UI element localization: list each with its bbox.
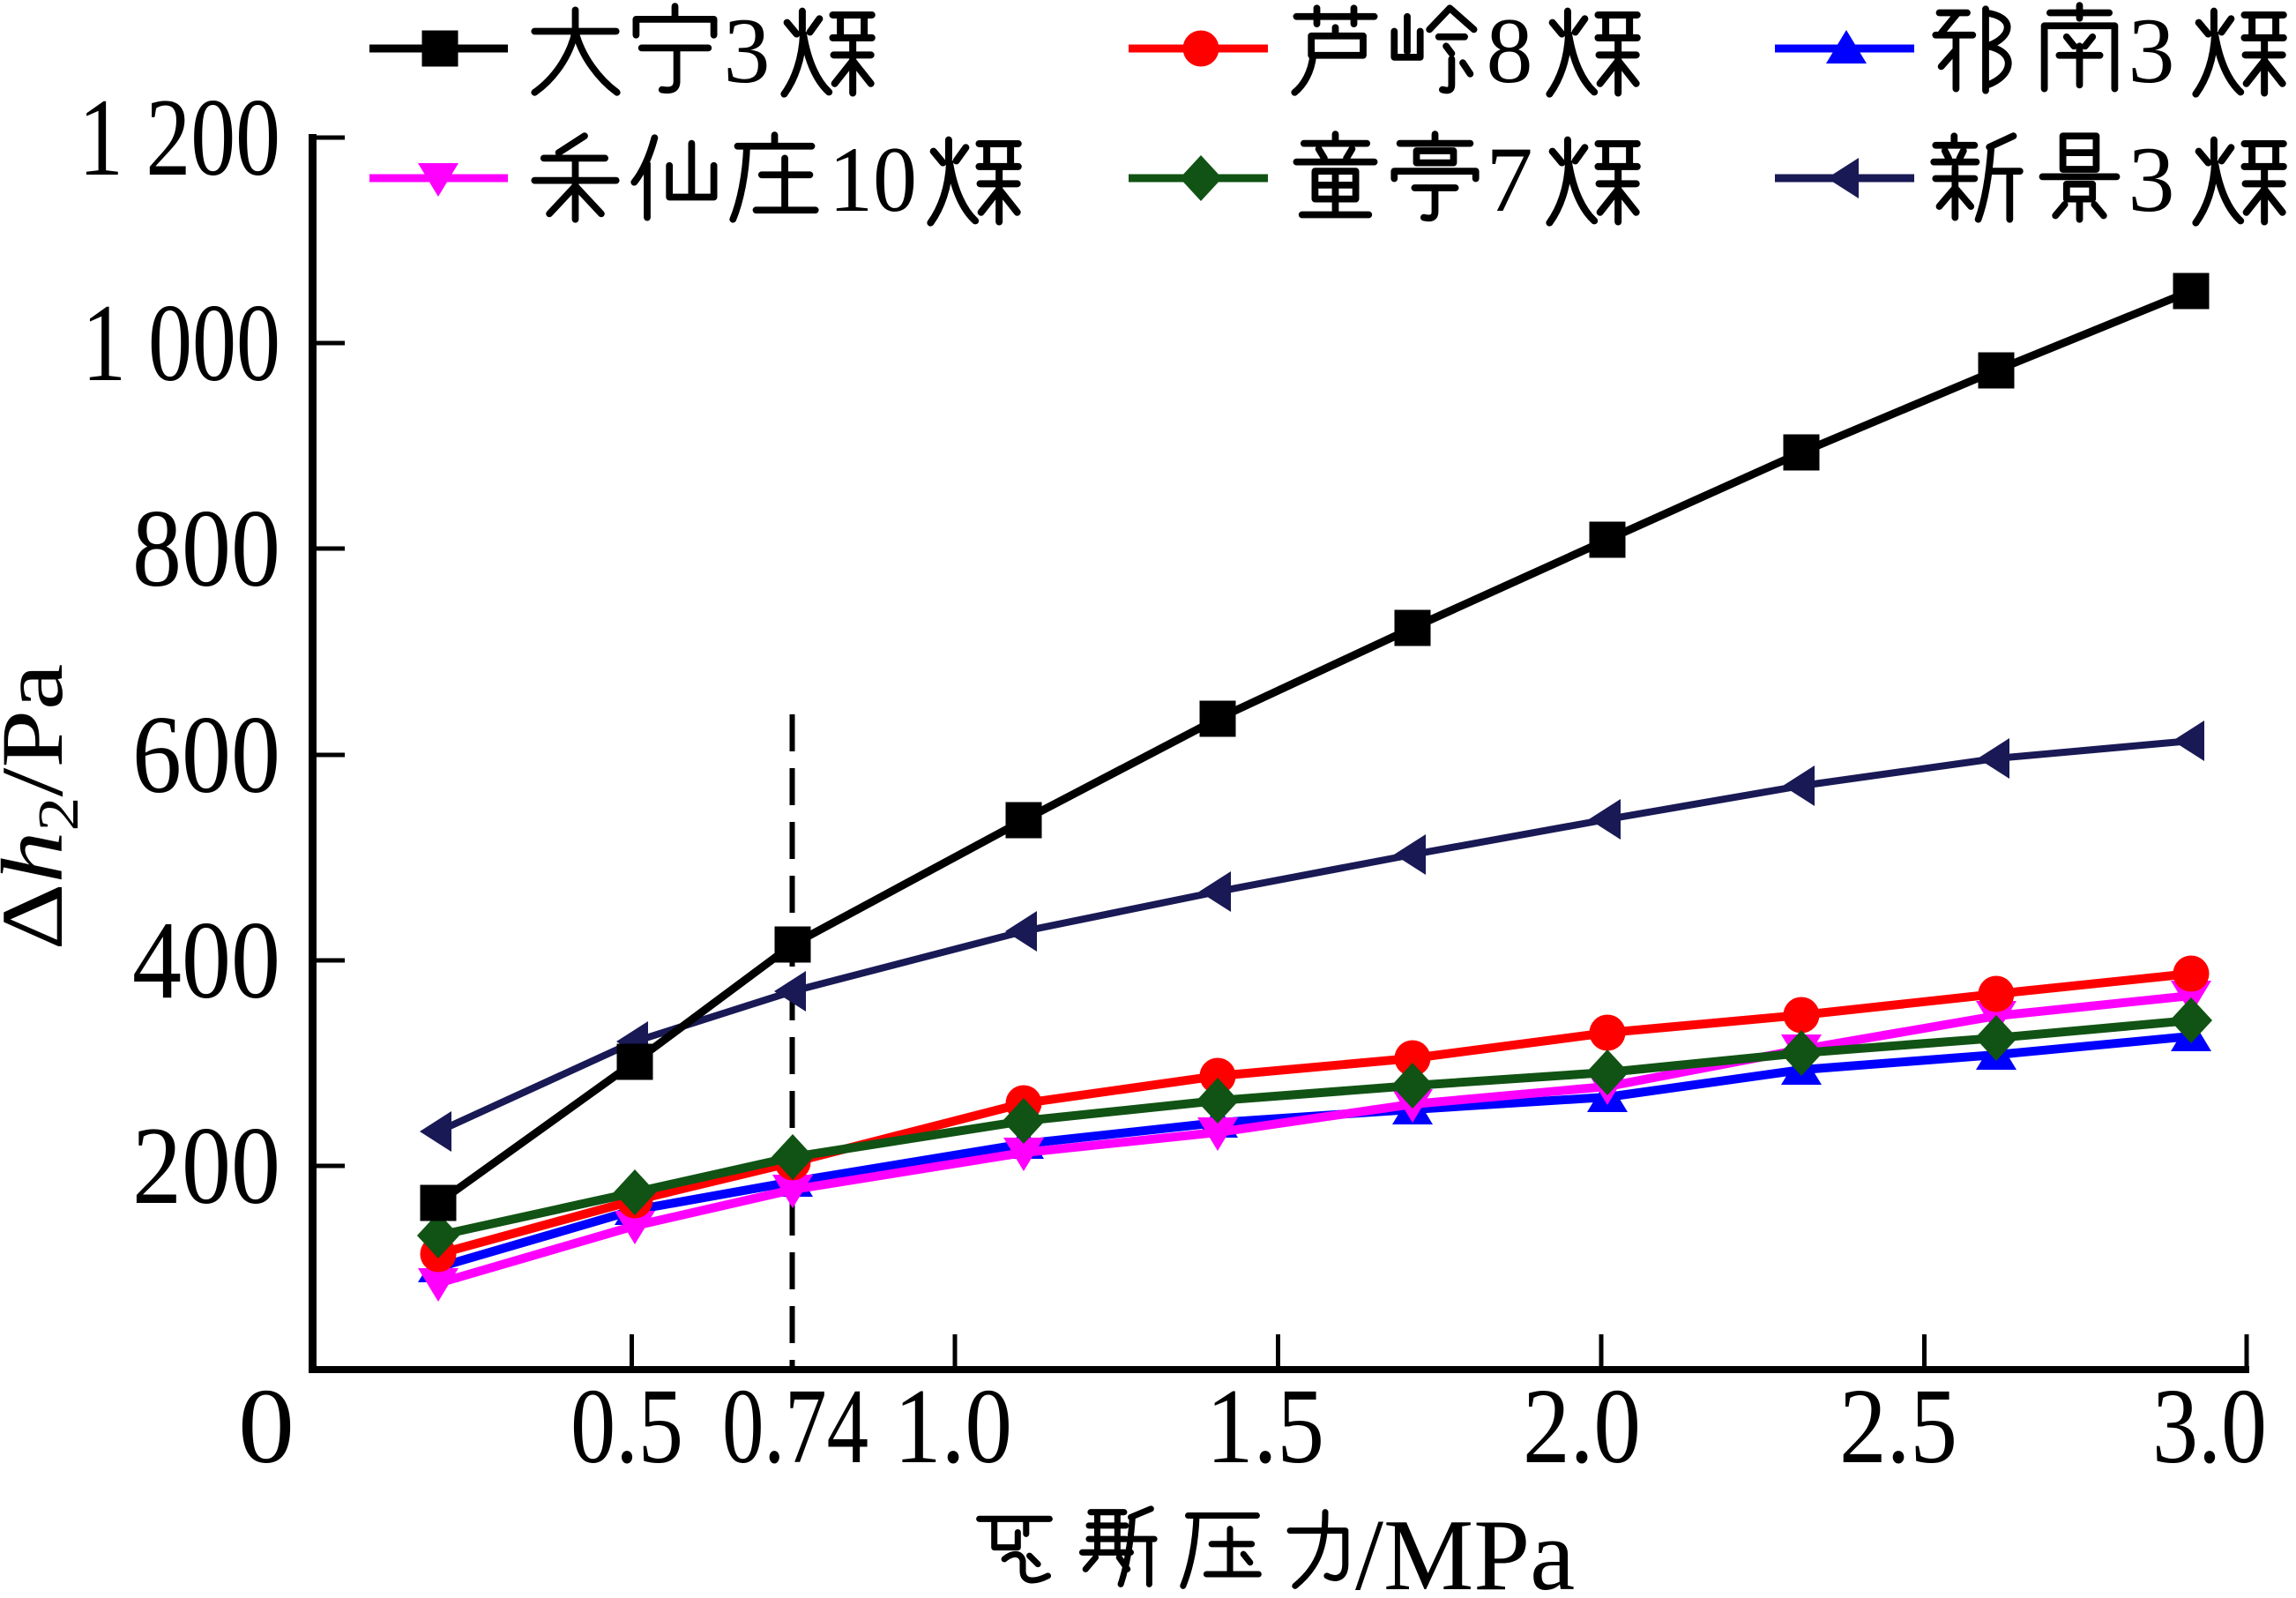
- svg-text:3: 3: [2128, 128, 2175, 231]
- svg-text:200: 200: [132, 1105, 280, 1228]
- svg-text:2.0: 2.0: [1523, 1367, 1641, 1486]
- svg-text:/MPa: /MPa: [1355, 1499, 1575, 1598]
- svg-text:1.0: 1.0: [894, 1367, 1012, 1486]
- svg-text:400: 400: [132, 900, 280, 1022]
- svg-text:0.5: 0.5: [570, 1367, 683, 1486]
- svg-text:600: 600: [132, 694, 280, 817]
- svg-text:8: 8: [1487, 0, 1533, 102]
- svg-text:3: 3: [2128, 0, 2175, 102]
- svg-text:800: 800: [132, 488, 280, 610]
- svg-text:1 200: 1 200: [78, 77, 280, 199]
- svg-text:10: 10: [829, 128, 917, 231]
- svg-text:0.74: 0.74: [722, 1367, 868, 1486]
- svg-text:0: 0: [238, 1367, 294, 1486]
- svg-text:3: 3: [724, 0, 771, 102]
- svg-text:3.0: 3.0: [2152, 1367, 2267, 1486]
- svg-text:2.5: 2.5: [1839, 1367, 1957, 1486]
- svg-text:7: 7: [1487, 128, 1533, 231]
- svg-text:1 000: 1 000: [82, 282, 280, 405]
- svg-text:1.5: 1.5: [1206, 1367, 1324, 1486]
